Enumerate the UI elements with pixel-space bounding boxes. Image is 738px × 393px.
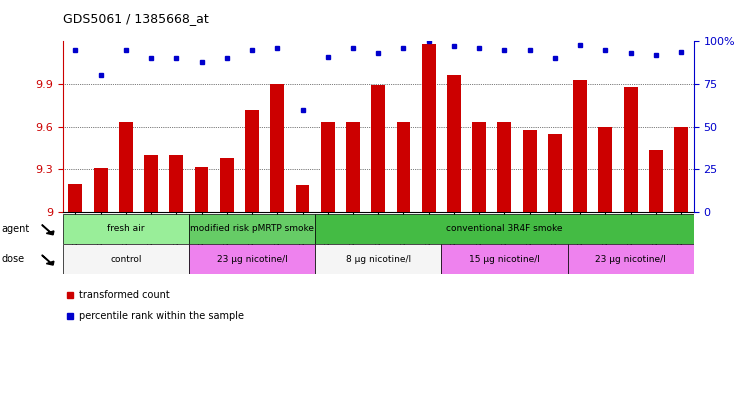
Text: 15 μg nicotine/l: 15 μg nicotine/l bbox=[469, 255, 540, 264]
Bar bbox=[472, 123, 486, 212]
Bar bbox=[568, 244, 694, 274]
Bar bbox=[245, 110, 259, 212]
Bar bbox=[189, 244, 315, 274]
Text: agent: agent bbox=[1, 224, 30, 234]
Text: conventional 3R4F smoke: conventional 3R4F smoke bbox=[446, 224, 562, 233]
Bar bbox=[573, 80, 587, 212]
Bar bbox=[119, 123, 133, 212]
Text: 23 μg nicotine/l: 23 μg nicotine/l bbox=[217, 255, 287, 264]
Bar bbox=[523, 130, 537, 212]
Text: dose: dose bbox=[1, 254, 24, 264]
Bar bbox=[497, 123, 511, 212]
Bar bbox=[321, 123, 335, 212]
Bar bbox=[169, 155, 183, 212]
Bar bbox=[220, 158, 234, 212]
Bar bbox=[295, 185, 309, 212]
Bar bbox=[548, 134, 562, 212]
Bar bbox=[599, 127, 613, 212]
Text: control: control bbox=[110, 255, 142, 264]
Bar bbox=[315, 244, 441, 274]
Bar bbox=[674, 127, 688, 212]
Bar bbox=[624, 87, 638, 212]
Bar bbox=[94, 168, 108, 212]
Text: modified risk pMRTP smoke: modified risk pMRTP smoke bbox=[190, 224, 314, 233]
Bar bbox=[346, 123, 360, 212]
Text: transformed count: transformed count bbox=[79, 290, 170, 300]
Text: 23 μg nicotine/l: 23 μg nicotine/l bbox=[596, 255, 666, 264]
Bar bbox=[63, 214, 189, 244]
Bar bbox=[649, 150, 663, 212]
Bar bbox=[63, 244, 189, 274]
Text: percentile rank within the sample: percentile rank within the sample bbox=[79, 311, 244, 321]
Bar bbox=[421, 44, 435, 212]
Bar bbox=[441, 244, 568, 274]
Text: GDS5061 / 1385668_at: GDS5061 / 1385668_at bbox=[63, 12, 208, 25]
Bar bbox=[270, 84, 284, 212]
Bar bbox=[371, 85, 385, 212]
Bar bbox=[144, 155, 158, 212]
Bar bbox=[315, 214, 694, 244]
Bar bbox=[189, 214, 315, 244]
Bar bbox=[69, 184, 83, 212]
Bar bbox=[195, 167, 209, 212]
Text: 8 μg nicotine/l: 8 μg nicotine/l bbox=[345, 255, 411, 264]
Text: fresh air: fresh air bbox=[107, 224, 145, 233]
Bar bbox=[447, 75, 461, 212]
Bar bbox=[396, 123, 410, 212]
